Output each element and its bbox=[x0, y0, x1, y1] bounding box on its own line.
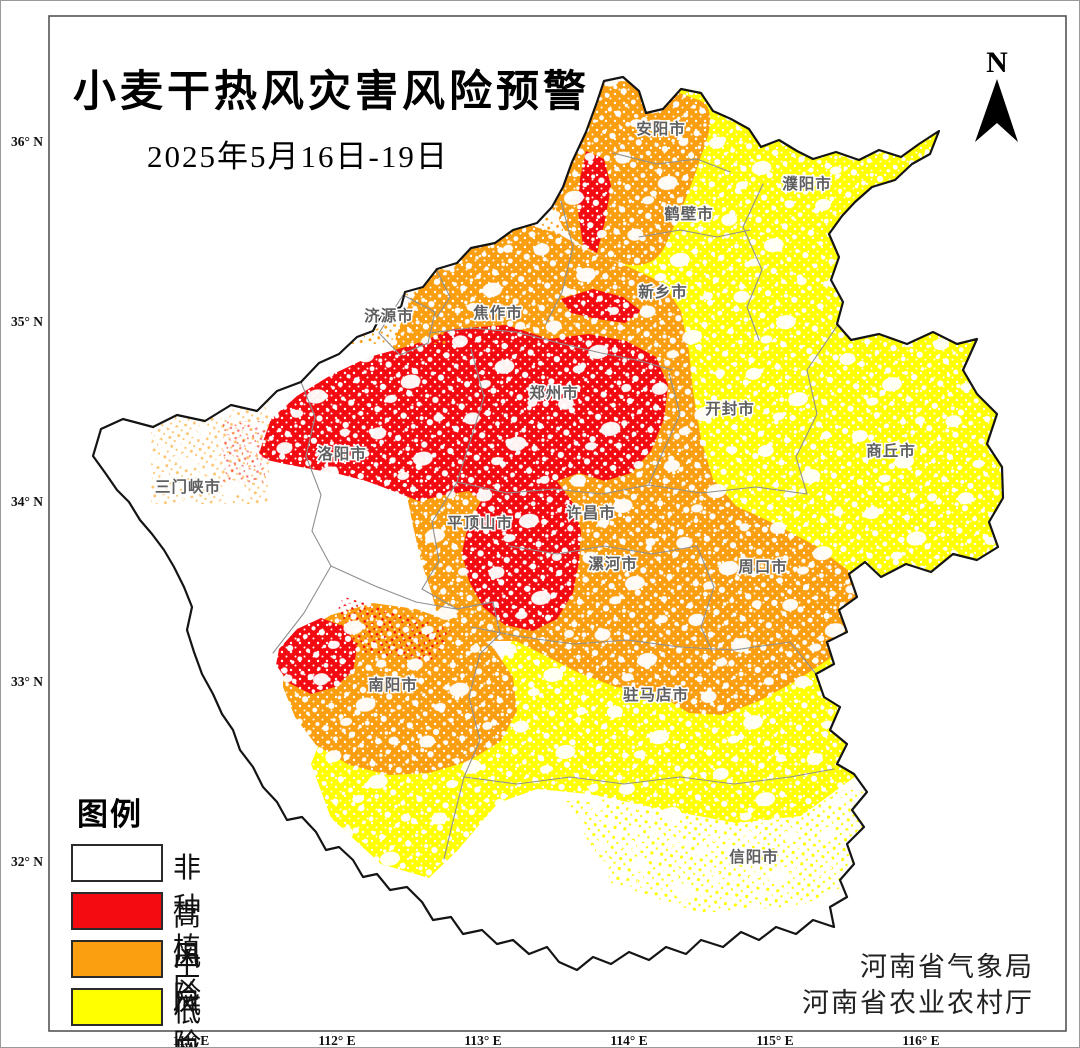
north-arrow: N bbox=[975, 46, 1018, 142]
north-arrow-label: N bbox=[986, 46, 1008, 79]
city-label-开封市: 开封市 bbox=[705, 399, 755, 418]
city-label-濮阳市: 濮阳市 bbox=[782, 174, 832, 193]
city-label-焦作市: 焦作市 bbox=[472, 303, 523, 322]
city-label-新乡市: 新乡市 bbox=[638, 282, 688, 301]
legend-swatch-medium-risk bbox=[71, 940, 163, 978]
city-label-周口市: 周口市 bbox=[738, 557, 788, 576]
map-title: 小麦干热风灾害风险预警 bbox=[73, 68, 590, 116]
lat-tick-label: 35° N bbox=[11, 314, 43, 329]
prefecture-boundaries bbox=[272, 152, 838, 860]
city-label-许昌市: 许昌市 bbox=[566, 503, 616, 522]
legend-label: 低风险 bbox=[173, 997, 204, 1047]
lon-tick-label: 114° E bbox=[610, 1033, 647, 1048]
city-label-洛阳市: 洛阳市 bbox=[317, 444, 367, 463]
lon-tick-label: 115° E bbox=[756, 1033, 793, 1048]
lon-tick-label: 116° E bbox=[902, 1033, 939, 1048]
credits: 河南省气象局 河南省农业农村厅 bbox=[802, 949, 1034, 1021]
credit-line-1: 河南省气象局 bbox=[860, 952, 1034, 982]
legend-label: 中风险 bbox=[173, 949, 204, 1048]
city-label-鹤壁市: 鹤壁市 bbox=[664, 204, 714, 223]
city-label-三门峡市: 三门峡市 bbox=[155, 477, 221, 496]
credit-line-2: 河南省农业农村厅 bbox=[802, 988, 1034, 1018]
lon-tick-label: 112° E bbox=[318, 1033, 355, 1048]
legend-label: 高风险 bbox=[173, 901, 204, 1012]
axis-labels: 36° N 35° N 34° N 33° N 32° N 111° E 112° E 113… bbox=[11, 134, 940, 1048]
lon-tick-label: 111° E bbox=[173, 1033, 210, 1048]
map-date-range: 2025年5月16日-19日 bbox=[147, 139, 449, 174]
map-frame bbox=[48, 15, 1067, 1032]
legend-swatch-low-risk bbox=[71, 988, 163, 1026]
city-label-信阳市: 信阳市 bbox=[729, 847, 779, 866]
lat-tick-label: 32° N bbox=[11, 854, 43, 869]
north-arrow-icon bbox=[975, 79, 1018, 142]
lat-tick-label: 33° N bbox=[11, 674, 43, 689]
city-label-郑州市: 郑州市 bbox=[529, 383, 579, 402]
legend-title: 图例 bbox=[77, 797, 143, 832]
city-label-漯河市: 漯河市 bbox=[588, 554, 638, 573]
legend-swatch-high-risk bbox=[71, 892, 163, 930]
city-label-驻马店市: 驻马店市 bbox=[623, 685, 689, 704]
legend-label: 非种植区 bbox=[173, 853, 204, 1004]
legend-swatch-non-planting bbox=[71, 844, 163, 882]
city-label-南阳市: 南阳市 bbox=[368, 675, 418, 694]
city-label-平顶山市: 平顶山市 bbox=[447, 513, 513, 532]
city-label-济源市: 济源市 bbox=[364, 306, 414, 325]
lat-tick-label: 34° N bbox=[11, 494, 43, 509]
lon-tick-label: 113° E bbox=[464, 1033, 501, 1048]
city-label-商丘市: 商丘市 bbox=[866, 441, 916, 460]
lat-tick-label: 36° N bbox=[11, 134, 43, 149]
city-label-安阳市: 安阳市 bbox=[636, 119, 686, 138]
